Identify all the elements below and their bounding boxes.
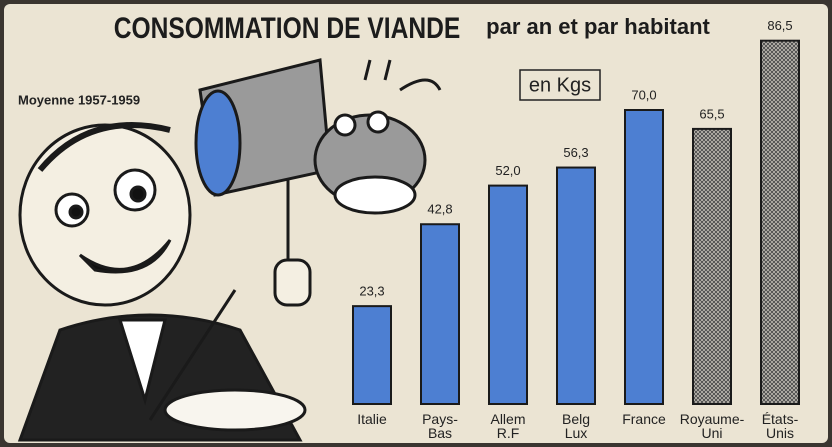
value-label: 42,8 xyxy=(427,202,452,217)
value-label: 56,3 xyxy=(563,145,588,160)
bar xyxy=(760,39,800,405)
x-tick-label: Belg Lux xyxy=(561,411,591,441)
value-label: 52,0 xyxy=(495,163,520,178)
unit-box xyxy=(519,69,601,101)
x-tick-label: France xyxy=(622,411,666,427)
value-label: 70,0 xyxy=(631,87,656,102)
value-label: 86,5 xyxy=(767,18,792,33)
value-label: 65,5 xyxy=(699,106,724,121)
unit-label: en Kgs xyxy=(529,74,591,96)
x-tick-label: Pays- Bas xyxy=(422,411,458,441)
bar xyxy=(488,184,528,405)
bar xyxy=(420,223,460,405)
bar xyxy=(352,305,392,406)
chart-title: CONSOMMATION DE VIANDE xyxy=(114,11,461,45)
bar xyxy=(624,109,664,405)
bar xyxy=(692,127,732,405)
x-tick-label: États- Unis xyxy=(761,411,799,441)
value-label: 23,3 xyxy=(359,284,384,299)
x-tick-label: Italie xyxy=(357,411,387,427)
cartoon xyxy=(17,58,442,442)
x-tick-label: Allem R.F xyxy=(490,411,526,441)
chart-title-suffix: par an et par habitant xyxy=(486,14,710,39)
bar xyxy=(556,166,596,405)
x-tick-label: Royaume- Uni xyxy=(679,411,745,441)
subtitle: Moyenne 1957-1959 xyxy=(18,92,140,107)
